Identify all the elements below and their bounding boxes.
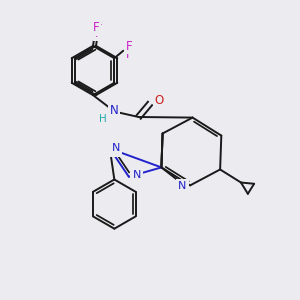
Text: N: N — [132, 170, 140, 180]
Text: F: F — [95, 27, 102, 40]
Text: H: H — [99, 113, 107, 123]
Text: N: N — [178, 181, 186, 191]
Text: N: N — [112, 143, 121, 153]
Text: H: H — [99, 114, 106, 124]
Text: N: N — [110, 104, 118, 118]
Text: F: F — [96, 24, 102, 34]
Text: N: N — [178, 181, 187, 191]
Text: F: F — [125, 40, 132, 53]
Text: O: O — [154, 94, 164, 108]
Text: N: N — [133, 170, 141, 180]
Text: F: F — [93, 21, 99, 34]
Text: F: F — [125, 48, 132, 61]
Text: N: N — [110, 104, 118, 118]
Text: N: N — [110, 145, 118, 155]
Text: O: O — [154, 94, 164, 107]
